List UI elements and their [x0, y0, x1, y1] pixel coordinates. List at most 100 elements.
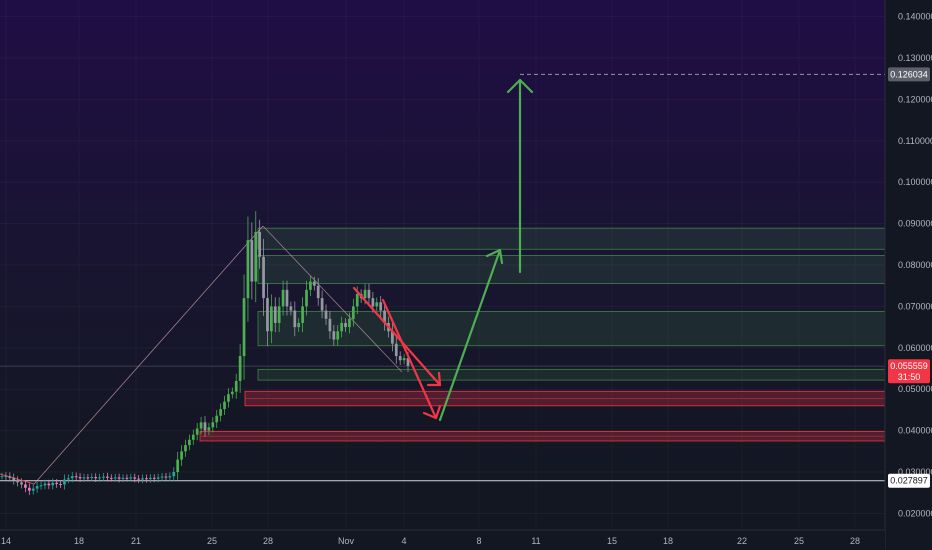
- candle-body: [86, 477, 90, 479]
- green-arrow-rise-head: [485, 248, 504, 265]
- candle-body: [160, 476, 164, 478]
- x-tick-label: 15: [607, 536, 617, 546]
- countdown-label: 31:50: [898, 372, 921, 382]
- red-arrow-short-head: [426, 371, 442, 387]
- candle-body: [74, 476, 78, 478]
- candle-body: [273, 306, 277, 323]
- target-price-badge: [888, 67, 930, 82]
- candle-body: [117, 477, 121, 479]
- candle-body: [137, 478, 141, 480]
- candle-body: [109, 477, 113, 479]
- candle-body: [55, 482, 59, 485]
- candle-body: [35, 486, 39, 489]
- candle-body: [199, 422, 203, 429]
- price-axis-background: [885, 0, 932, 550]
- candle-body: [27, 487, 31, 491]
- candle-body: [168, 476, 172, 478]
- candle-body: [8, 476, 12, 478]
- candle-body: [230, 391, 234, 395]
- y-tick-label: 0.080000: [898, 260, 932, 270]
- candle-body: [227, 394, 230, 402]
- green-zone: [257, 255, 886, 285]
- candle-body: [184, 445, 187, 452]
- candle-body: [391, 331, 394, 344]
- candle-body: [394, 343, 398, 357]
- x-tick-label: 22: [737, 536, 747, 546]
- candle-body: [188, 439, 191, 446]
- y-tick-label: 0.140000: [898, 12, 932, 22]
- candle-body: [312, 281, 316, 286]
- candle-body: [148, 477, 152, 480]
- candle-body: [195, 428, 199, 435]
- x-tick-label: 11: [531, 536, 540, 546]
- candle-body: [383, 310, 386, 323]
- candle-body: [145, 478, 148, 480]
- green-arrow-rise: [438, 248, 502, 422]
- candle-body: [4, 475, 8, 477]
- trend-line-down: [262, 225, 403, 373]
- green-arrow-target-head: [506, 78, 534, 94]
- time-axis[interactable]: 14 18 21 25 28 Nov 4 8 11 15 18 22 25 28: [0, 529, 885, 550]
- candle-body: [207, 427, 211, 431]
- candle-body: [246, 240, 250, 299]
- candle-body: [39, 485, 43, 487]
- y-tick-label: 0.110000: [898, 136, 932, 146]
- candle-body: [129, 477, 133, 479]
- candle-body: [43, 483, 47, 486]
- red-arrow-short: [352, 286, 442, 387]
- candle-body: [20, 482, 23, 485]
- y-tick-label: 0.030000: [898, 467, 932, 477]
- candle-body: [63, 479, 66, 485]
- candle-body: [12, 477, 16, 481]
- candle-body: [375, 302, 379, 307]
- candle-body: [133, 477, 137, 479]
- candle-body: [293, 310, 297, 328]
- candle-body: [285, 289, 289, 307]
- candle-body: [351, 306, 355, 319]
- x-tick-label: 18: [74, 536, 84, 546]
- candle-body: [363, 289, 367, 299]
- candle-body: [113, 477, 117, 479]
- candle-body: [176, 459, 180, 473]
- candle-body: [348, 318, 351, 328]
- candle-body: [238, 356, 242, 381]
- candle-body: [203, 422, 207, 431]
- candle-body: [51, 482, 55, 486]
- candle-body: [191, 434, 195, 440]
- candle-body: [328, 318, 332, 332]
- x-tick-label: 28: [850, 536, 860, 546]
- candle-body: [66, 478, 70, 480]
- candle-body: [367, 289, 371, 299]
- candle-body: [332, 331, 336, 340]
- current-price-label: 0.055559: [890, 361, 928, 371]
- y-tick-label: 0.130000: [898, 53, 932, 63]
- candle-body: [406, 358, 410, 367]
- x-tick-label: 14: [1, 536, 11, 546]
- y-tick-label: 0.120000: [898, 94, 932, 104]
- green-zone: [257, 227, 886, 250]
- x-tick-label: 21: [131, 536, 141, 546]
- candle-body: [305, 289, 308, 307]
- y-tick-label: 0.050000: [898, 384, 932, 394]
- candle-body: [340, 322, 344, 332]
- support-line: [0, 73, 885, 482]
- target-price-label: 0.126034: [890, 69, 928, 79]
- candle-body: [172, 472, 176, 477]
- x-tick-label: 25: [794, 536, 804, 546]
- red-arrow-long-head: [422, 404, 442, 420]
- candle-body: [289, 306, 293, 311]
- candle-body: [106, 476, 109, 478]
- candle-body: [320, 298, 324, 311]
- candle-body: [219, 409, 222, 416]
- price-axis[interactable]: 0.140000 0.130000 0.120000 0.110000 0.100000…: [884, 0, 932, 550]
- candle-body: [31, 488, 35, 491]
- candle-body: [47, 483, 51, 486]
- candle-body: [269, 306, 273, 332]
- candle-body: [316, 285, 320, 299]
- candle-body: [156, 477, 160, 479]
- candle-body: [398, 356, 402, 361]
- candle-body: [301, 306, 304, 323]
- x-tick-label: 4: [401, 536, 406, 546]
